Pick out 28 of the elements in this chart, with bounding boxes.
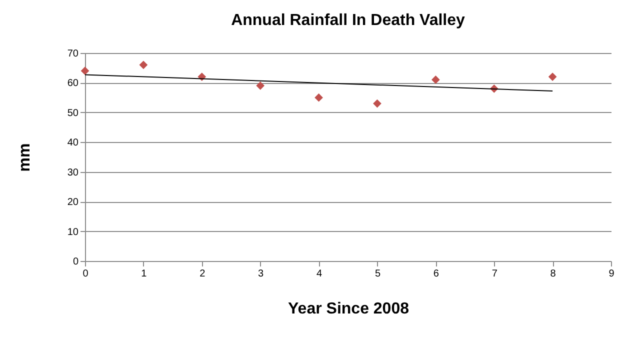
point: [431, 76, 440, 84]
x-tick-label: 0: [82, 268, 89, 280]
y-tick-label: 30: [67, 167, 79, 178]
point: [373, 99, 382, 108]
x-axis-title: Year Since 2008: [288, 300, 410, 318]
x-tick-label: 7: [492, 268, 498, 280]
x-tick-label: 4: [316, 268, 322, 280]
x-tick-label: 1: [141, 268, 148, 280]
point: [139, 60, 148, 70]
y-tick-label: 0: [72, 256, 79, 268]
y-tick-label: 20: [67, 197, 79, 208]
point: [314, 93, 323, 102]
y-tick-label: 50: [67, 108, 79, 119]
y-tick-label: 70: [67, 48, 79, 60]
x-tick-label: 3: [258, 268, 264, 280]
point: [80, 66, 90, 76]
x-tick-label: 9: [608, 268, 615, 280]
point: [548, 72, 557, 81]
y-axis-title: mm: [16, 143, 34, 172]
x-tick-label: 6: [433, 268, 440, 280]
x-tick-label: 8: [550, 268, 556, 280]
x-tick-label: 2: [200, 268, 206, 280]
point: [256, 82, 265, 90]
y-tick-label: 40: [67, 138, 79, 149]
y-tick-label: 60: [67, 78, 79, 90]
y-tick-label: 10: [67, 226, 79, 238]
chart-title: Annual Rainfall In Death Valley: [231, 12, 466, 29]
x-tick-label: 5: [374, 268, 381, 280]
